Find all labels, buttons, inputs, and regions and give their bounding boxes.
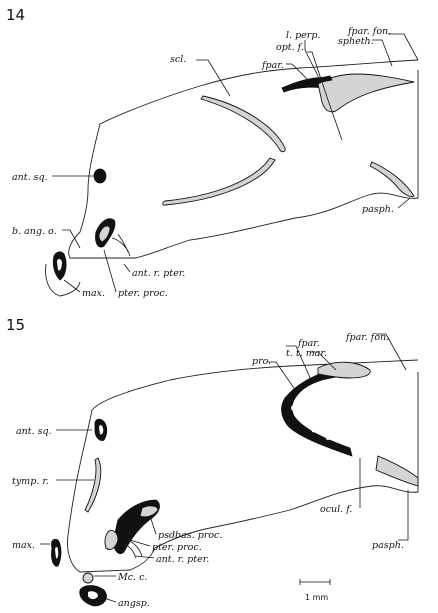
- anterior-ramus-pterygoid: [123, 539, 143, 559]
- pterygoid-stipple: [98, 225, 111, 243]
- label-scl: scl.: [170, 54, 186, 65]
- label-pter-proc: pter. proc.: [118, 288, 168, 299]
- tympanic-ring: [84, 457, 102, 513]
- anterior-squamosal: [93, 168, 107, 184]
- label-ant-r-pter: ant. r. pter.: [156, 554, 209, 565]
- label-pasph: pasph.: [372, 540, 404, 551]
- label-opt-f: opt. f.: [276, 42, 304, 53]
- sclerotic-upper: [200, 95, 286, 153]
- parasphenoid: [375, 455, 419, 487]
- label-pro: pro.: [252, 356, 271, 367]
- label-fpar-fon: fpar. fon.: [347, 26, 391, 37]
- scale-bar-label: 1 mm: [305, 593, 328, 602]
- label-psdbas-proc: psdbas. proc.: [158, 530, 222, 541]
- label-b-ang-o: b. ang. o.: [12, 226, 57, 237]
- label-l-perp: l. perp.: [286, 30, 320, 41]
- label-angsp: angsp.: [118, 598, 150, 609]
- label-mc-c: Mc. c.: [117, 572, 147, 583]
- meckels-cartilage: [82, 572, 94, 584]
- fpar-spike: [299, 75, 333, 87]
- scale-bar: 1 mm: [299, 579, 331, 602]
- skull-outline: [67, 359, 419, 573]
- label-pter-proc: pter. proc.: [152, 542, 202, 553]
- figure-number: 15: [6, 316, 25, 334]
- frontoparietal-chevron: [281, 367, 353, 457]
- label-ocul-f: ocul. f.: [320, 504, 352, 515]
- sphenethmoid: [317, 73, 415, 113]
- label-ant-sq: ant. sq.: [12, 172, 48, 183]
- sclerotic-lower: [162, 157, 276, 206]
- pseudobasal-process: [139, 505, 159, 518]
- label-ant-sq: ant. sq.: [16, 426, 52, 437]
- label-pasph: pasph.: [362, 204, 394, 215]
- figure-15: 15: [6, 316, 419, 609]
- label-max: max.: [12, 540, 35, 551]
- label-fpar-fon: fpar. fon.: [345, 332, 389, 343]
- anterior-ramus-pterygoid: [111, 233, 131, 257]
- lower-jaw: [45, 263, 81, 297]
- label-spheth: spheth.: [338, 36, 374, 47]
- label-ant-r-pter: ant. r. pter.: [132, 268, 185, 279]
- label-fpar: fpar.: [261, 60, 284, 71]
- pterygoid-stipple: [104, 529, 119, 551]
- label-tymp-r: tymp. r.: [12, 476, 49, 487]
- parasphenoid: [369, 161, 415, 197]
- skull-outline: [68, 59, 419, 259]
- label-t-t-mar: t. t. mar.: [286, 348, 327, 359]
- taenia-tecti-marginalis: [317, 361, 371, 379]
- label-fpar: fpar.: [297, 338, 320, 349]
- figure-number: 14: [6, 6, 25, 24]
- figure-14: 14 l. perp. opt. f.: [6, 6, 419, 299]
- label-max: max.: [82, 288, 105, 299]
